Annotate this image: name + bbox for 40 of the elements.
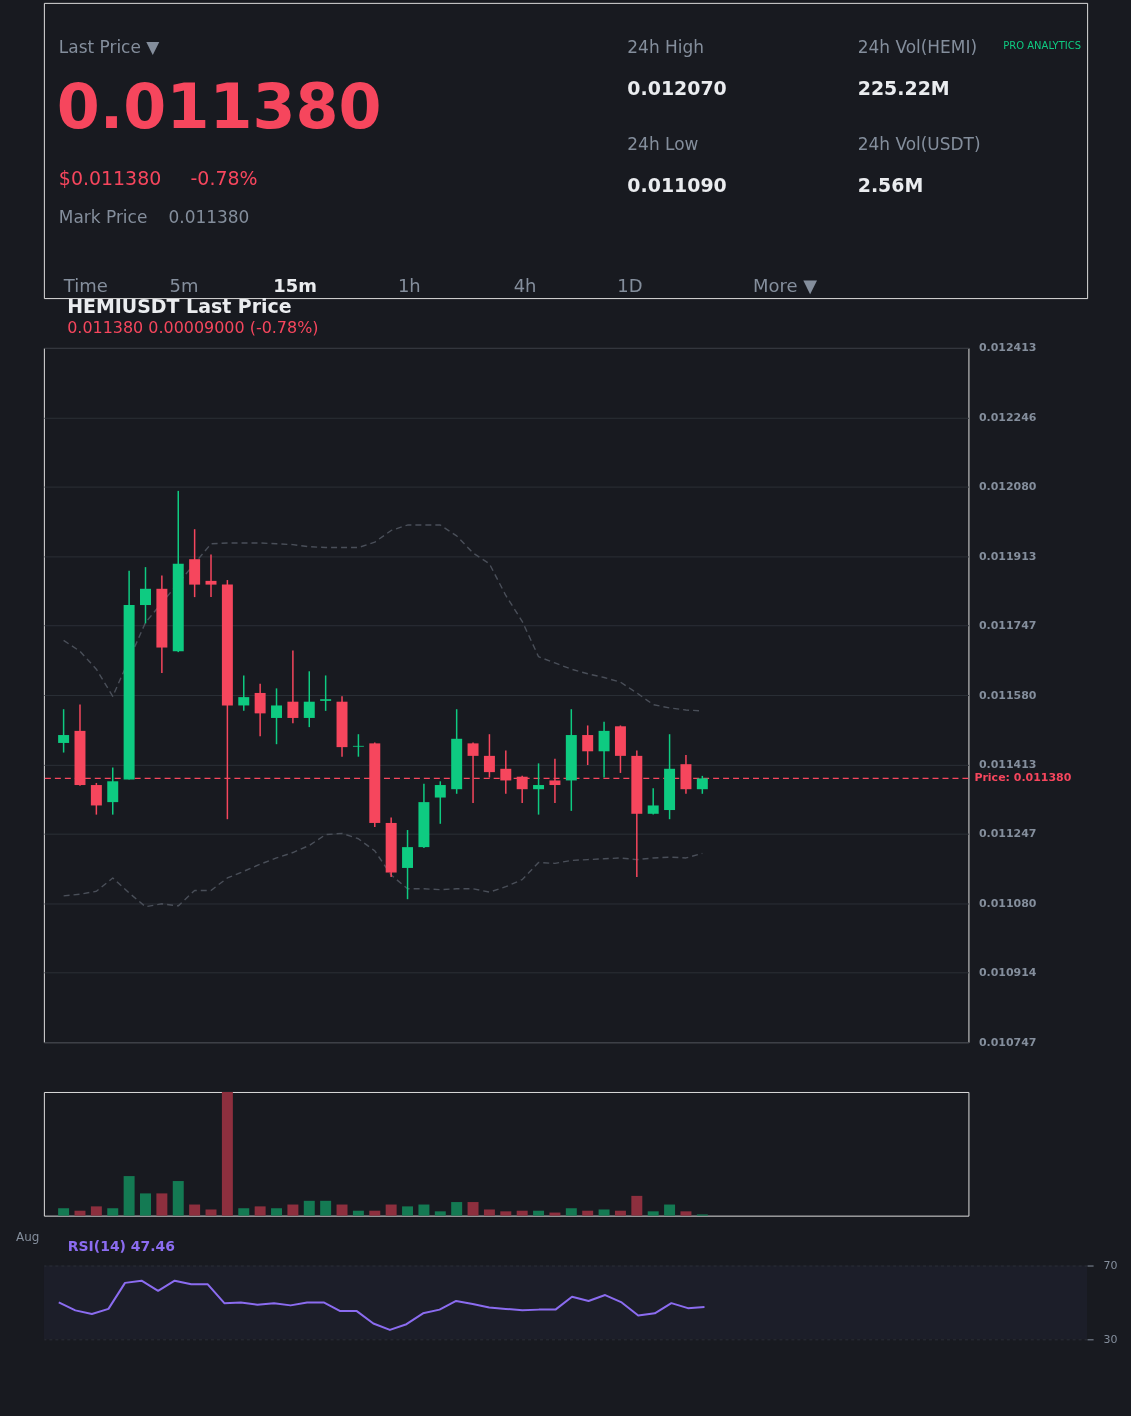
ref-line-label: Price: 0.011380	[974, 771, 1072, 785]
text: 0.011380	[56, 70, 382, 143]
y-tick-label: 70	[1103, 1259, 1118, 1273]
chart-subtitle: 0.011380 0.00009000 (-0.78%)	[67, 318, 319, 337]
text: 225.22M	[857, 76, 950, 99]
text: 5m	[169, 275, 199, 297]
y-tick-label: 0.012080	[978, 480, 1037, 494]
y-tick-label: 0.011413	[978, 758, 1037, 772]
text: Aug	[15, 1229, 40, 1244]
text: Last Price ▼	[58, 36, 160, 57]
y-tick-label: 0.011247	[978, 827, 1037, 841]
text: 1D	[617, 275, 643, 297]
chart-title: HEMIUSDT Last Price	[67, 295, 292, 318]
text: PRO ANALYTICS	[1003, 39, 1082, 51]
y-tick-label: 0.011913	[978, 549, 1037, 563]
chart-title: RSI(14) 47.46	[67, 1237, 175, 1254]
text: 15m	[273, 275, 317, 297]
text: 0.011090	[627, 174, 727, 197]
text: 2.56M	[857, 174, 924, 197]
text: 24h Vol(HEMI)	[857, 36, 978, 57]
y-tick-label: 0.010914	[978, 966, 1037, 980]
text: 24h High	[627, 36, 704, 57]
y-tick-label: 0.012246	[978, 411, 1037, 425]
y-tick-label: 30	[1103, 1332, 1118, 1346]
y-tick-label: 0.011580	[978, 688, 1037, 702]
text: More ▼	[753, 275, 818, 297]
y-tick-label: 0.011747	[978, 618, 1037, 632]
text: 4h	[513, 275, 537, 297]
text: 1h	[397, 275, 421, 297]
text: Mark Price	[58, 207, 148, 228]
text: Time	[62, 275, 108, 297]
y-tick-label: 0.011080	[978, 896, 1037, 910]
text: -0.78%	[190, 167, 258, 190]
text: 24h Vol(USDT)	[857, 134, 981, 155]
y-tick-label: 0.010747	[978, 1035, 1037, 1049]
text: $0.011380	[58, 167, 162, 190]
text: 0.012070	[627, 76, 727, 99]
y-tick-label: 0.012413	[978, 341, 1037, 355]
text: 24h Low	[627, 134, 699, 155]
text: 0.011380	[168, 207, 250, 228]
